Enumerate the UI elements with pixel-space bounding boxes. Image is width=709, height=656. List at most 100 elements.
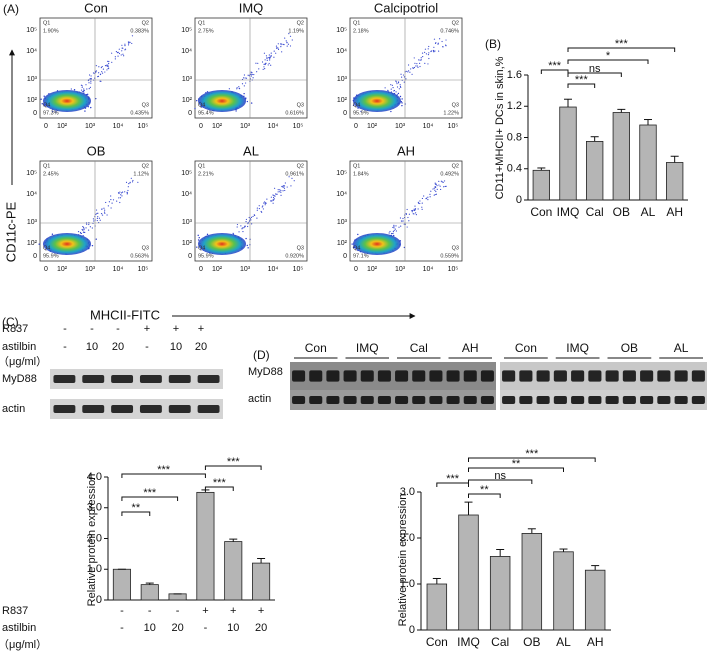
y-axis-label: Relative protein expression xyxy=(86,474,98,607)
event-dot xyxy=(86,88,88,90)
event-dot xyxy=(90,106,92,109)
event-dot xyxy=(99,219,101,221)
group-label: Cal xyxy=(410,341,428,355)
actin-band xyxy=(139,405,162,413)
event-dot xyxy=(252,77,254,79)
y-tick-label: 10³ xyxy=(337,219,348,226)
myd88-band xyxy=(691,370,705,382)
significance-bracket xyxy=(540,69,569,74)
event-dot xyxy=(243,74,246,76)
event-dot xyxy=(238,87,240,89)
condition: + xyxy=(173,323,179,335)
actin-band xyxy=(197,405,220,413)
event-dot xyxy=(196,246,198,248)
event-dot xyxy=(102,68,105,70)
significance-label: *** xyxy=(213,477,227,489)
event-dot xyxy=(95,238,97,240)
actin-band xyxy=(605,396,619,404)
actin-band xyxy=(674,396,688,404)
event-dot xyxy=(438,184,440,186)
condition: - xyxy=(120,622,124,634)
myd88-band xyxy=(446,370,460,382)
event-dot xyxy=(92,72,95,74)
x-tick-label: 10³ xyxy=(395,266,406,273)
event-dot xyxy=(276,47,278,49)
event-dot xyxy=(96,217,99,219)
event-dot xyxy=(396,86,399,88)
actin-band xyxy=(429,396,443,404)
event-dot xyxy=(256,207,258,209)
bar xyxy=(532,169,550,201)
y-tick-label: 10³ xyxy=(182,219,193,226)
event-dot xyxy=(273,187,276,189)
event-dot xyxy=(263,202,265,204)
event-dot xyxy=(438,180,440,182)
significance-bracket xyxy=(121,496,179,501)
y-axis-label: CD11+MHCII+ DCs in skin,% xyxy=(494,56,506,199)
event-dot xyxy=(287,43,290,45)
group-label: Con xyxy=(515,341,537,355)
y-tick-label: 1.0 xyxy=(400,578,415,590)
event-dot xyxy=(101,208,103,210)
event-dot xyxy=(438,50,440,52)
condition: + xyxy=(198,323,204,335)
event-dot xyxy=(256,217,258,219)
condition: - xyxy=(63,323,67,335)
x-tick-label: 0 xyxy=(354,266,358,273)
significance-bracket xyxy=(468,479,533,484)
significance-bracket xyxy=(468,493,501,498)
significance-label: ns xyxy=(589,63,601,75)
event-dot xyxy=(401,220,403,222)
event-dot xyxy=(399,85,402,88)
event-dot xyxy=(110,198,112,201)
event-dot xyxy=(416,63,418,65)
actin-band xyxy=(588,396,602,404)
event-dot xyxy=(263,201,266,203)
event-dot xyxy=(436,188,438,190)
event-dot xyxy=(398,226,400,228)
event-dot xyxy=(272,196,275,199)
event-dot xyxy=(420,59,422,61)
panel-label: (B) xyxy=(485,37,501,51)
x-tick-label: AH xyxy=(587,635,604,649)
event-dot xyxy=(284,189,286,192)
bar xyxy=(224,541,243,601)
event-dot xyxy=(111,202,113,204)
bar xyxy=(489,556,511,631)
y-tick-label: 0 xyxy=(188,253,192,260)
event-dot xyxy=(400,101,403,103)
event-dot xyxy=(283,187,286,189)
actin-band xyxy=(292,396,306,404)
actin-band xyxy=(622,396,636,404)
event-dot xyxy=(402,220,404,222)
y-tick-label: 10⁴ xyxy=(26,191,37,198)
event-dot xyxy=(238,86,240,88)
quadrant-name: Q2 xyxy=(142,20,149,26)
event-dot xyxy=(276,193,278,196)
event-dot xyxy=(445,185,447,187)
event-dot xyxy=(443,180,446,182)
event-dot xyxy=(437,42,439,44)
event-dot xyxy=(98,72,100,74)
x-tick-label: OB xyxy=(613,205,630,219)
event-dot xyxy=(252,215,254,218)
group-label: IMQ xyxy=(356,341,379,355)
event-dot xyxy=(395,225,397,227)
myd88-band xyxy=(111,375,134,383)
event-dot xyxy=(262,205,264,207)
significance-bracket xyxy=(567,72,622,77)
event-dot xyxy=(81,228,83,231)
event-dot xyxy=(103,207,105,209)
event-dot xyxy=(277,191,279,193)
density-cloud xyxy=(43,90,91,112)
event-dot xyxy=(245,77,248,79)
event-dot xyxy=(394,228,396,230)
event-dot xyxy=(393,227,395,229)
x-tick-label: 10⁴ xyxy=(423,123,434,130)
event-dot xyxy=(413,208,415,210)
event-dot xyxy=(241,227,244,229)
x-tick-label: IMQ xyxy=(457,635,480,649)
y-tick-label: 10² xyxy=(182,97,193,104)
condition: - xyxy=(176,605,180,617)
event-dot xyxy=(396,83,398,85)
